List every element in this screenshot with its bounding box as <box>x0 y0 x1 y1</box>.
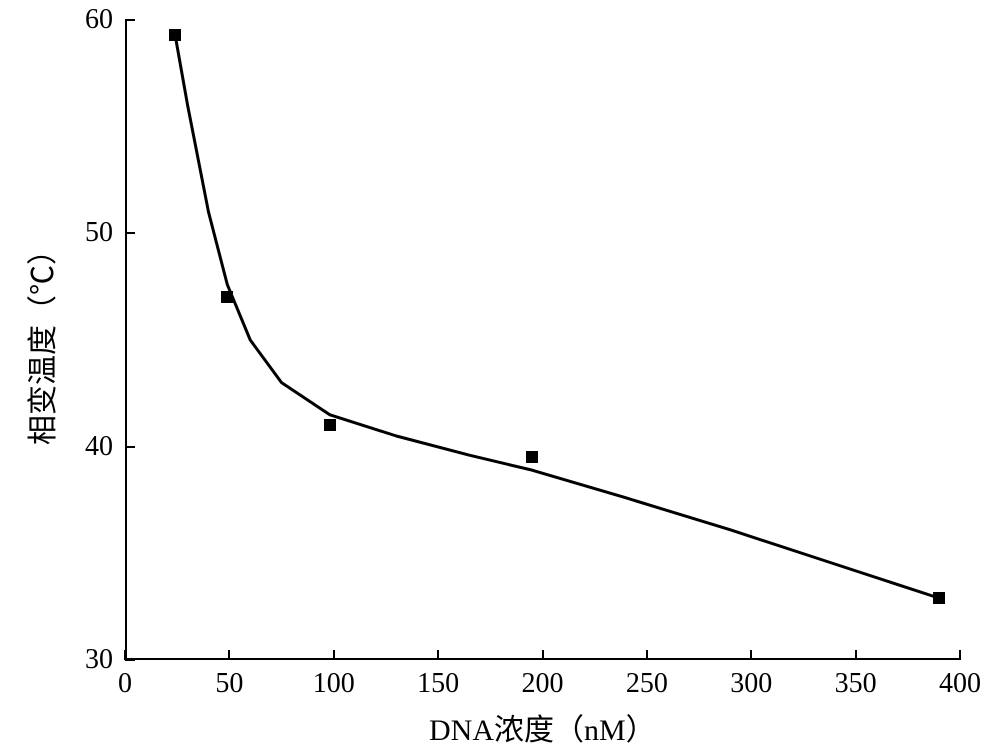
data-marker <box>169 29 181 41</box>
x-tick <box>228 650 230 660</box>
y-tick-label: 30 <box>85 644 113 676</box>
x-tick-label: 150 <box>417 668 459 700</box>
y-tick <box>125 19 135 21</box>
data-marker <box>324 419 336 431</box>
x-tick <box>437 650 439 660</box>
x-tick-label: 400 <box>939 668 981 700</box>
data-marker <box>221 291 233 303</box>
x-tick-label: 100 <box>313 668 355 700</box>
y-tick <box>125 659 135 661</box>
x-tick <box>333 650 335 660</box>
plot-area <box>125 20 960 660</box>
y-tick <box>125 446 135 448</box>
y-tick-label: 50 <box>85 217 113 249</box>
chart-container: 相变温度（℃） DNA浓度（nM） 0 50 100 150 200 250 300 350 4… <box>0 0 1000 753</box>
x-tick <box>750 650 752 660</box>
x-tick-label: 200 <box>522 668 564 700</box>
x-tick <box>646 650 648 660</box>
x-axis-label: DNA浓度（nM） <box>429 705 656 749</box>
x-tick-label: 300 <box>730 668 772 700</box>
x-tick-label: 250 <box>626 668 668 700</box>
y-tick-label: 40 <box>85 431 113 463</box>
x-tick-label: 50 <box>215 668 243 700</box>
x-tick <box>855 650 857 660</box>
x-tick-label: 0 <box>118 668 132 700</box>
x-tick <box>959 650 961 660</box>
data-marker <box>526 451 538 463</box>
x-tick <box>542 650 544 660</box>
y-axis-label: 相变温度（℃） <box>18 235 62 445</box>
data-marker <box>933 592 945 604</box>
y-tick-label: 60 <box>85 4 113 36</box>
y-tick <box>125 232 135 234</box>
x-tick-label: 350 <box>835 668 877 700</box>
